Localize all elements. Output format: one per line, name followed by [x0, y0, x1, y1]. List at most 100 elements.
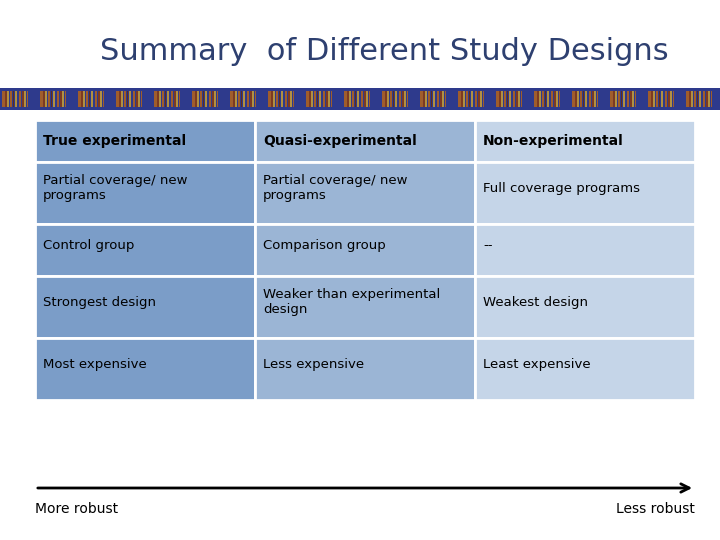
Bar	[521, 91, 522, 107]
Bar	[475, 91, 477, 107]
Text: Summary  of Different Study Designs: Summary of Different Study Designs	[100, 37, 669, 66]
Bar	[35, 338, 255, 400]
Bar	[159, 91, 161, 107]
Bar	[580, 91, 582, 107]
Bar	[2, 91, 4, 107]
Bar	[352, 91, 354, 107]
Bar	[442, 91, 444, 107]
Text: True experimental: True experimental	[43, 134, 186, 148]
Bar	[271, 91, 272, 107]
Bar	[167, 91, 168, 107]
Bar	[461, 91, 462, 107]
Bar	[276, 91, 277, 107]
Bar	[648, 91, 650, 107]
Text: Strongest design: Strongest design	[43, 295, 156, 308]
Bar	[157, 91, 158, 107]
Bar	[539, 91, 541, 107]
Bar	[197, 91, 199, 107]
Text: Least expensive: Least expensive	[483, 357, 590, 370]
Bar	[516, 91, 518, 107]
Bar	[233, 91, 235, 107]
Bar	[673, 91, 674, 107]
Bar	[100, 91, 102, 107]
Text: Control group: Control group	[43, 239, 135, 252]
Bar	[592, 91, 593, 107]
Bar	[547, 91, 549, 107]
Bar	[423, 91, 425, 107]
Bar	[630, 91, 631, 107]
Bar	[610, 91, 613, 107]
Bar	[711, 91, 712, 107]
Bar	[314, 91, 315, 107]
Bar	[670, 91, 672, 107]
Bar	[24, 91, 26, 107]
Bar	[247, 91, 249, 107]
Bar	[311, 91, 313, 107]
Bar	[431, 91, 432, 107]
Bar	[62, 91, 64, 107]
Bar	[192, 91, 194, 107]
Bar	[554, 91, 556, 107]
Bar	[35, 224, 255, 276]
Bar	[513, 91, 515, 107]
Bar	[154, 91, 156, 107]
Bar	[235, 91, 237, 107]
Bar	[534, 91, 536, 107]
Bar	[708, 91, 710, 107]
Text: Partial coverage/ new
programs: Partial coverage/ new programs	[43, 174, 187, 202]
Bar	[27, 91, 28, 107]
Bar	[290, 91, 292, 107]
Bar	[509, 91, 510, 107]
Bar	[7, 91, 9, 107]
Bar	[621, 91, 622, 107]
Bar	[656, 91, 657, 107]
Bar	[98, 91, 99, 107]
Text: Weakest design: Weakest design	[483, 295, 588, 308]
Bar	[583, 91, 584, 107]
Bar	[116, 91, 119, 107]
Bar	[420, 91, 423, 107]
Bar	[10, 91, 12, 107]
Bar	[618, 91, 619, 107]
Bar	[255, 120, 475, 162]
Bar	[471, 91, 473, 107]
Bar	[78, 91, 81, 107]
Bar	[19, 91, 21, 107]
Bar	[212, 91, 214, 107]
Bar	[319, 91, 321, 107]
Bar	[285, 91, 287, 107]
Bar	[475, 120, 695, 162]
Bar	[13, 91, 14, 107]
Bar	[706, 91, 708, 107]
Bar	[15, 91, 17, 107]
Text: --: --	[483, 239, 492, 252]
Bar	[694, 91, 696, 107]
Bar	[589, 91, 591, 107]
Bar	[385, 91, 387, 107]
Bar	[627, 91, 629, 107]
Bar	[577, 91, 579, 107]
Bar	[697, 91, 698, 107]
Bar	[279, 91, 280, 107]
Bar	[475, 224, 695, 276]
Bar	[22, 91, 24, 107]
Bar	[659, 91, 660, 107]
Bar	[480, 91, 482, 107]
Bar	[255, 162, 475, 224]
Bar	[288, 91, 289, 107]
Bar	[703, 91, 705, 107]
Bar	[119, 91, 120, 107]
Bar	[399, 91, 401, 107]
Bar	[243, 91, 245, 107]
Bar	[209, 91, 211, 107]
Bar	[281, 91, 283, 107]
Bar	[428, 91, 430, 107]
Bar	[255, 276, 475, 338]
Bar	[594, 91, 596, 107]
Bar	[366, 91, 368, 107]
Bar	[597, 91, 598, 107]
Bar	[174, 91, 176, 107]
Bar	[390, 91, 392, 107]
Bar	[393, 91, 395, 107]
Text: Most expensive: Most expensive	[43, 357, 147, 370]
